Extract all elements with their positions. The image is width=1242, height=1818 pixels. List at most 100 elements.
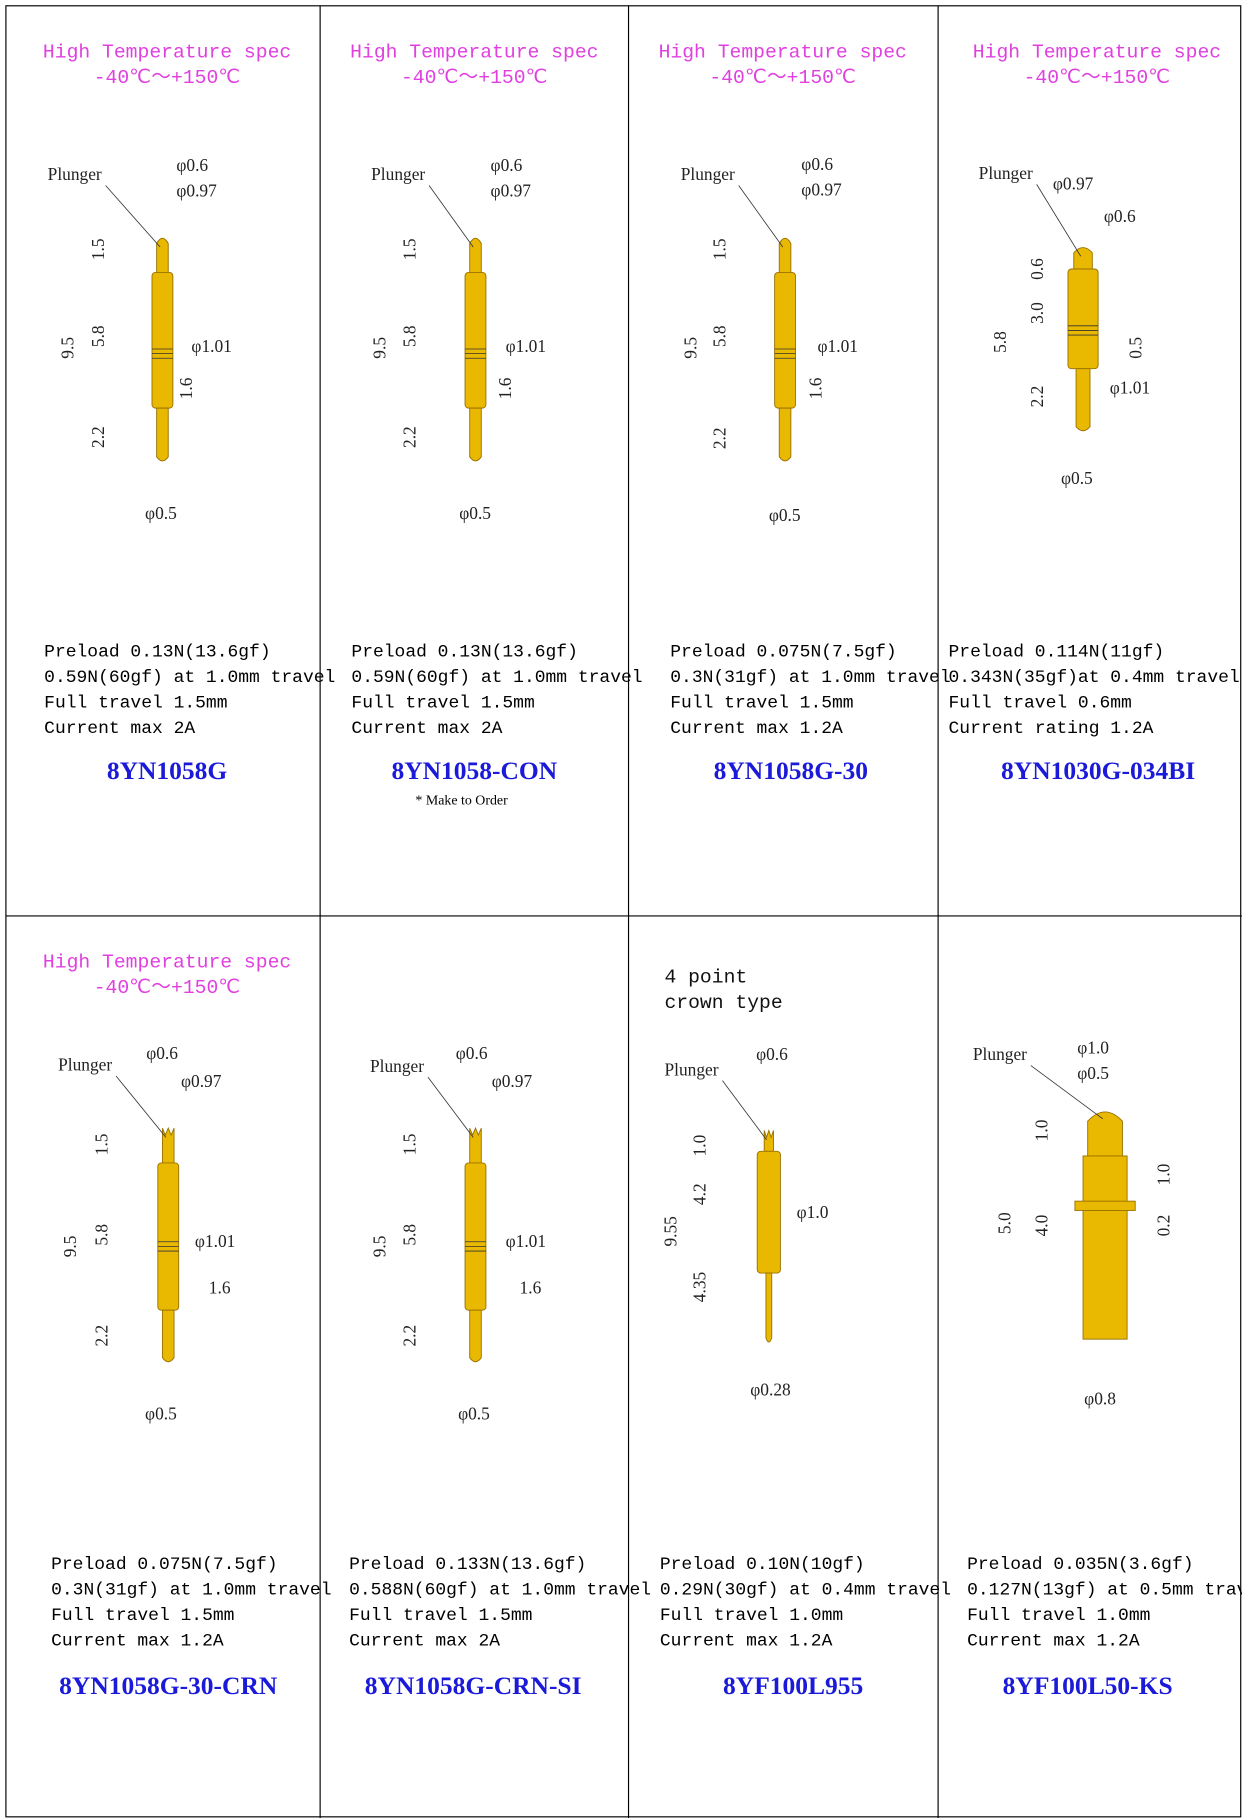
spec-line: Current max 1.2A [670, 719, 843, 739]
table-border [5, 5, 1242, 1818]
dimension-label: 1.5 [401, 238, 420, 260]
part-number: 8YN1058G-30 [714, 756, 868, 785]
dimension-label: 9.5 [59, 337, 78, 359]
dimension-label: 2.2 [89, 426, 108, 448]
dimension-label: 1.0 [1154, 1163, 1173, 1185]
dimension-label: Plunger [48, 165, 102, 184]
plunger-tip [778, 237, 792, 273]
cell-header: High Temperature spec [43, 41, 291, 63]
spec-line: Preload 0.075N(7.5gf) [51, 1555, 277, 1575]
dimension-label: 2.2 [92, 1325, 111, 1347]
spec-line: 0.343N(35gf)at 0.4mm travel [949, 668, 1240, 688]
dimension-label: φ0.6 [1104, 207, 1136, 226]
dimension-label: 1.5 [401, 1133, 420, 1155]
dimension-label: 4.35 [691, 1271, 710, 1302]
dimension-label: 5.0 [995, 1212, 1014, 1234]
dimension-label: 0.2 [1154, 1215, 1173, 1237]
cell-header: High Temperature spec [659, 41, 907, 63]
spec-line: 0.29N(30gf) at 0.4mm travel [660, 1580, 951, 1600]
dimension-label: 5.8 [710, 325, 729, 347]
dimension-label: 0.5 [1127, 337, 1146, 359]
dimension-label: 5.8 [401, 325, 420, 347]
spec-line: Full travel 1.5mm [51, 1606, 234, 1626]
dimension-label: 9.55 [662, 1216, 681, 1247]
dimension-label: φ0.6 [801, 155, 833, 174]
dimension-label: 1.6 [520, 1278, 542, 1297]
spec-line: 0.59N(60gf) at 1.0mm travel [351, 668, 642, 688]
part-number: 8YN1058G-30-CRN [59, 1671, 278, 1700]
spec-line: Preload 0.10N(10gf) [660, 1555, 865, 1575]
barrel [151, 272, 174, 409]
dimension-label: 1.5 [89, 238, 108, 260]
dimension-label: Plunger [664, 1060, 718, 1079]
dimension-label: 1.6 [807, 377, 826, 399]
dimension-label: 1.5 [710, 238, 729, 260]
dimension-label: φ0.97 [176, 181, 217, 200]
cell-header: -40℃～+150℃ [94, 977, 241, 999]
dimension-label: φ0.97 [801, 180, 842, 199]
dimension-label: φ0.5 [145, 504, 177, 523]
spec-line: Current max 1.2A [51, 1631, 224, 1651]
cell-header: -40℃～+150℃ [709, 67, 856, 89]
dimension-label: φ0.6 [456, 1044, 488, 1063]
spec-line: Current max 2A [351, 719, 502, 739]
cell-header: crown type [664, 992, 782, 1014]
dimension-label: 2.2 [1028, 386, 1047, 408]
spec-line: 0.3N(31gf) at 1.0mm travel [670, 668, 950, 688]
dimension-label: 9.5 [681, 337, 700, 359]
dimension-label: 1.0 [1033, 1119, 1052, 1141]
dimension-label: Plunger [371, 165, 425, 184]
barrel [774, 272, 796, 409]
spec-line: Current max 2A [44, 719, 195, 739]
spec-line: Full travel 0.6mm [949, 693, 1132, 713]
tail [161, 1309, 175, 1363]
part-number: 8YN1058G [107, 756, 228, 785]
plunger-leader [105, 185, 161, 248]
dimension-label: Plunger [681, 165, 735, 184]
barrel [464, 272, 487, 409]
dimension-label: 1.0 [691, 1134, 710, 1156]
dimension-label: Plunger [58, 1056, 112, 1075]
barrel [756, 1150, 781, 1274]
cell-header: 4 point [664, 967, 747, 989]
dimension-label: 2.2 [401, 426, 420, 448]
dimension-label: Plunger [973, 1045, 1027, 1064]
spec-line: Current max 2A [349, 1631, 500, 1651]
barrel [157, 1162, 180, 1311]
order-note: * Make to Order [415, 793, 508, 808]
part-number: 8YN1030G-034BI [1001, 756, 1195, 785]
dimension-label: 1.5 [92, 1133, 111, 1155]
dimension-label: φ0.5 [1077, 1064, 1109, 1083]
dimension-label: 1.6 [177, 377, 196, 399]
plunger-leader [722, 1080, 767, 1140]
dimension-label: φ1.01 [506, 337, 546, 356]
tail [156, 407, 169, 462]
dimension-label: φ0.97 [181, 1072, 222, 1091]
plunger-leader [427, 1076, 474, 1138]
spec-line: Full travel 1.5mm [44, 693, 227, 713]
barrel [1082, 1155, 1128, 1340]
spec-line: Full travel 1.5mm [349, 1606, 532, 1626]
plunger-leader [1036, 184, 1082, 257]
plunger-tip [1073, 247, 1093, 270]
tail [1075, 368, 1091, 432]
dimension-label: φ0.8 [1084, 1390, 1116, 1409]
spec-line: Current rating 1.2A [949, 719, 1154, 739]
spec-line: 0.127N(13gf) at 0.5mm travel [967, 1580, 1242, 1600]
plunger-tip [1087, 1111, 1123, 1157]
dimension-label: 5.8 [991, 331, 1010, 353]
spec-line: Preload 0.13N(13.6gf) [351, 642, 577, 662]
barrel [1067, 268, 1099, 370]
spec-line: Preload 0.133N(13.6gf) [349, 1555, 586, 1575]
dimension-label: φ0.6 [176, 156, 208, 175]
barrel [464, 1162, 487, 1311]
plunger-leader [115, 1075, 167, 1138]
part-number: 8YN1058-CON [391, 756, 557, 785]
dimension-label: φ0.97 [491, 181, 532, 200]
dimension-label: 3.0 [1028, 302, 1047, 324]
cell-header: High Temperature spec [350, 41, 598, 63]
spec-line: Preload 0.114N(11gf) [949, 642, 1165, 662]
dimension-label: φ0.97 [1053, 174, 1094, 193]
